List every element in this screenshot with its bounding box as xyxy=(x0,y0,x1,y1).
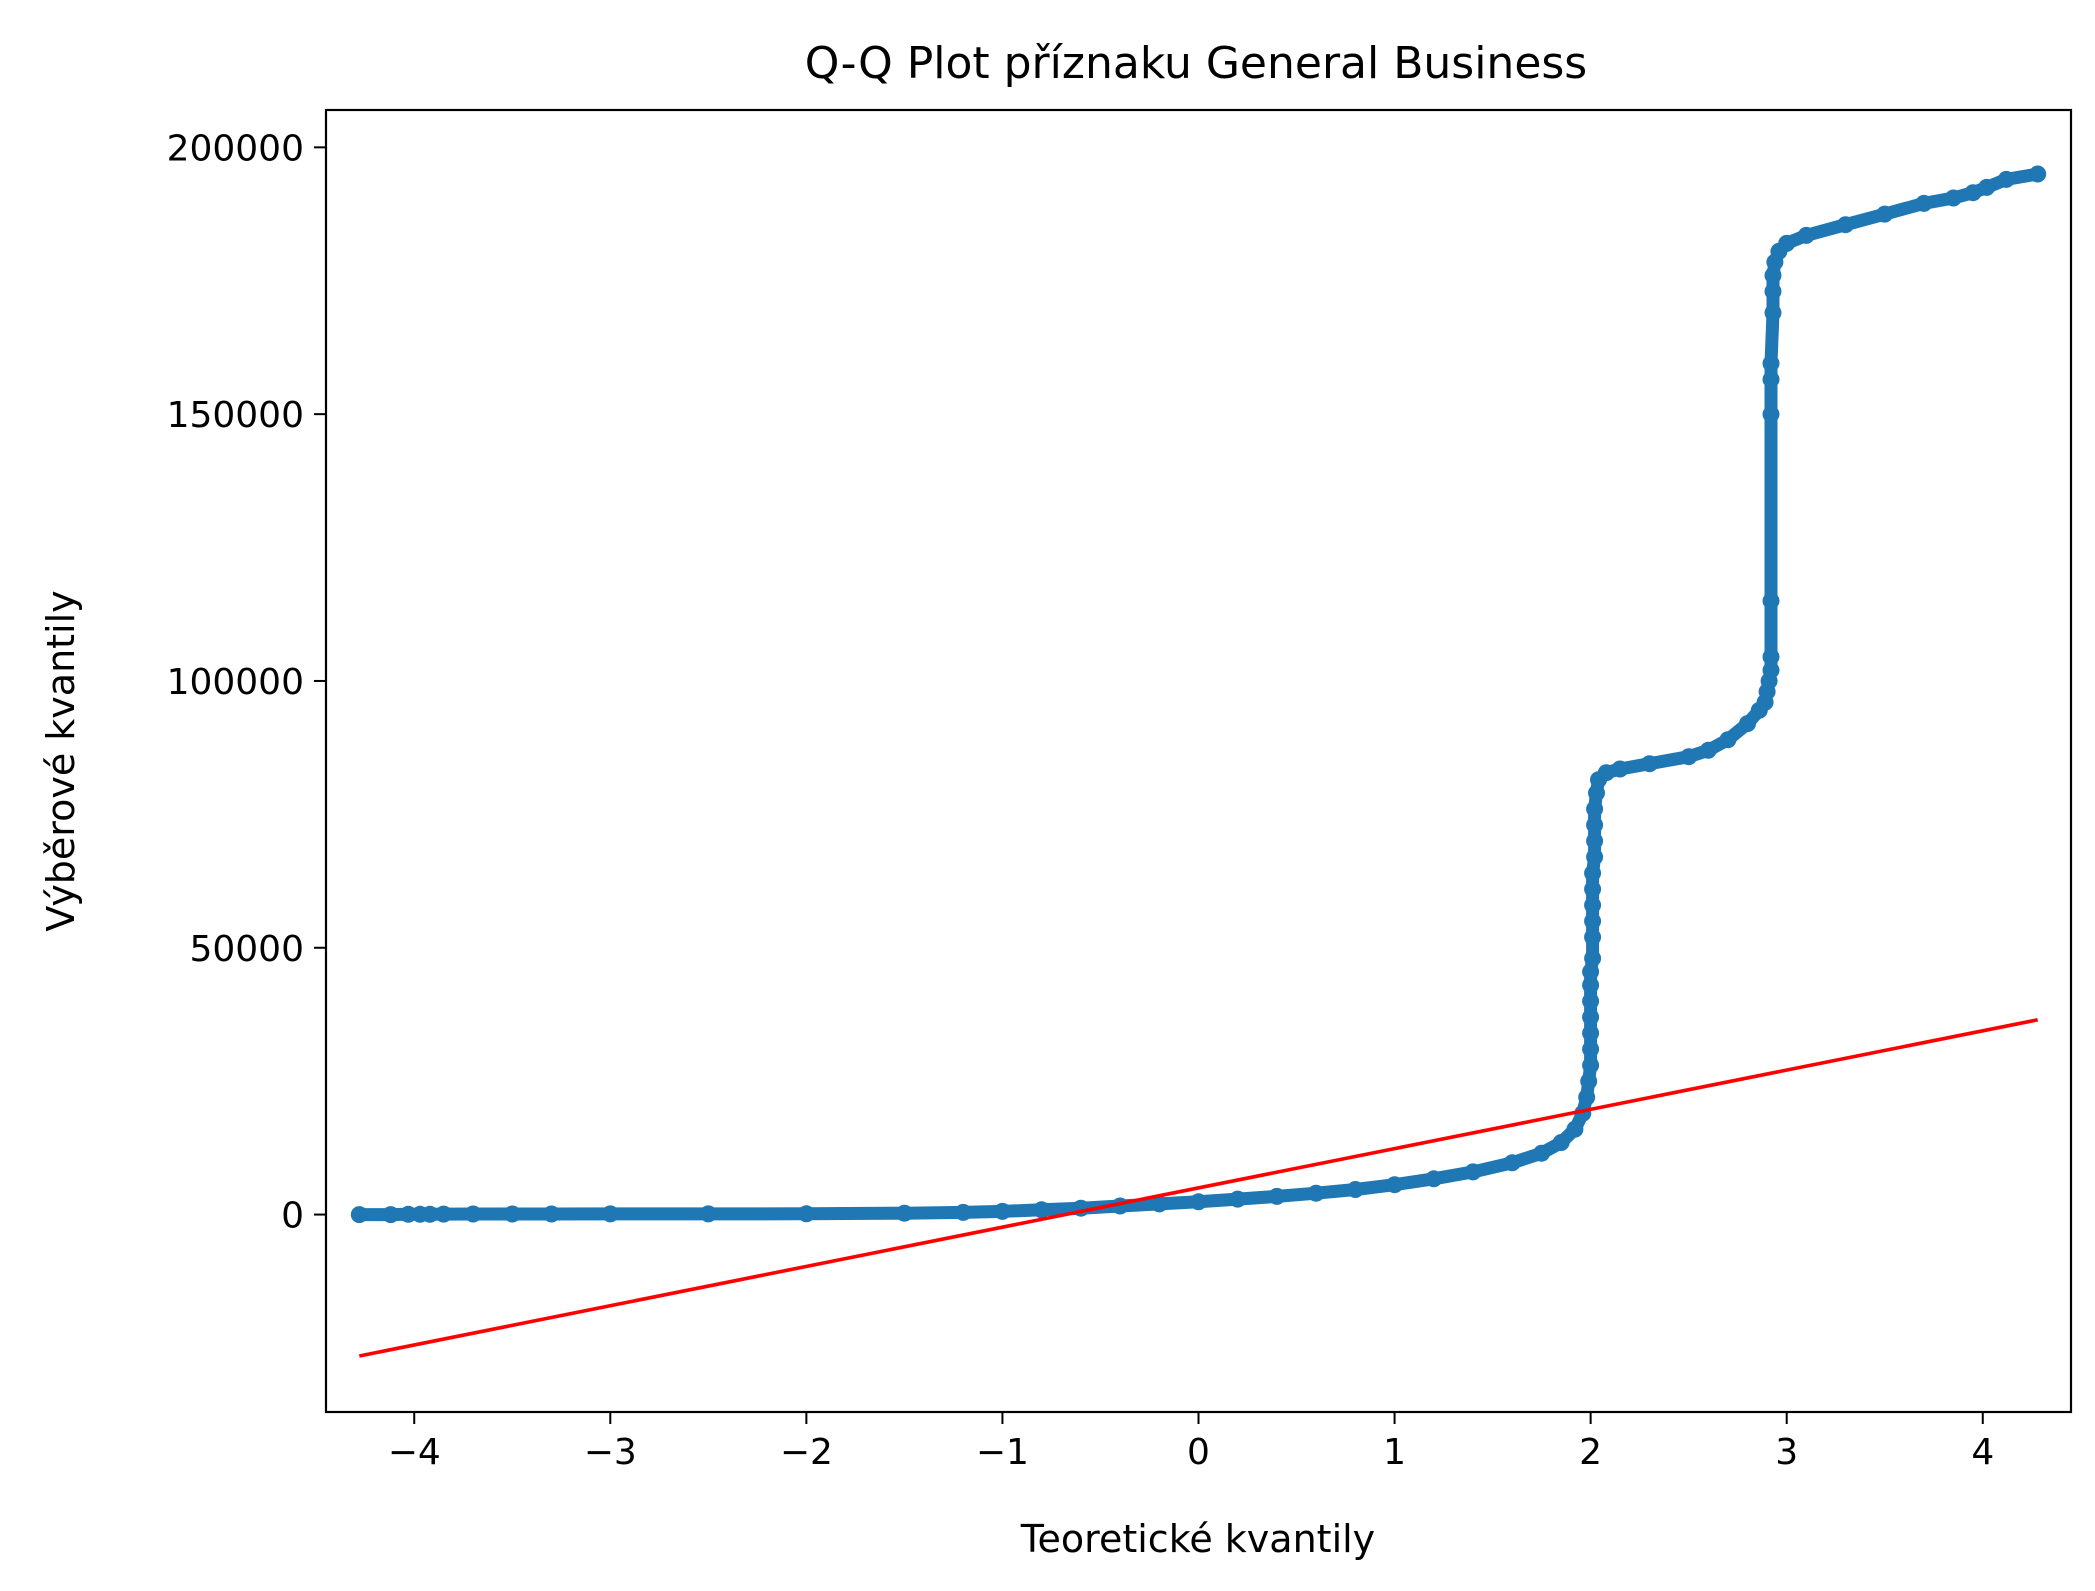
quantile-point xyxy=(399,1205,417,1223)
quantile-point xyxy=(1719,731,1737,749)
quantile-point xyxy=(1586,816,1604,834)
y-axis-label: Výběrové kvantily xyxy=(39,590,83,931)
quantile-point xyxy=(1150,1195,1168,1213)
quantile-point xyxy=(1578,1088,1596,1106)
x-tick-label: −2 xyxy=(780,1432,833,1473)
quantile-point xyxy=(895,1204,913,1222)
y-tick-label: 0 xyxy=(281,1196,304,1237)
y-tick-label: 200000 xyxy=(167,128,304,169)
y-axis: 0 50000 100000 150000 200000 xyxy=(167,128,326,1237)
quantile-point xyxy=(1762,648,1780,666)
plot-area xyxy=(350,165,2047,1358)
y-tick-label: 100000 xyxy=(167,662,304,703)
quantile-point xyxy=(1582,963,1600,981)
quantile-point xyxy=(1797,226,1815,244)
quantile-point xyxy=(1582,1024,1600,1042)
quantile-point xyxy=(1641,755,1658,773)
x-tick-label: −3 xyxy=(584,1432,637,1473)
x-axis: −4 −3 −2 −1 0 1 2 3 4 xyxy=(388,1412,1994,1473)
quantile-point xyxy=(1762,371,1780,388)
quantile-point xyxy=(1582,992,1600,1010)
quantile-point xyxy=(1762,592,1780,610)
quantile-point xyxy=(1582,1008,1600,1026)
quantile-point xyxy=(1386,1176,1404,1194)
quantile-point xyxy=(1566,1120,1584,1138)
quantile-point xyxy=(1586,832,1604,850)
quantile-point xyxy=(1680,748,1698,766)
x-tick-label: 1 xyxy=(1383,1432,1406,1473)
x-tick-label: −1 xyxy=(976,1432,1029,1473)
quantile-point xyxy=(1762,405,1780,423)
quantile-point xyxy=(1764,282,1782,300)
quantile-point xyxy=(1944,189,1962,207)
quantile-point xyxy=(1764,266,1782,284)
quantile-point xyxy=(1346,1181,1364,1198)
quantile-point xyxy=(1582,976,1600,994)
quantile-band xyxy=(352,167,2045,1222)
quantile-point xyxy=(1611,760,1629,778)
x-tick-label: 3 xyxy=(1775,1432,1798,1473)
quantile-point xyxy=(1584,949,1602,967)
quantile-point xyxy=(1778,234,1796,252)
quantile-point xyxy=(503,1205,521,1223)
quantile-point xyxy=(954,1203,972,1221)
quantile-point xyxy=(1699,741,1717,759)
quantile-point xyxy=(1764,304,1782,322)
quantile-point xyxy=(2029,165,2047,183)
quantile-point xyxy=(993,1202,1011,1220)
quantile-point xyxy=(1584,880,1602,898)
quantile-point xyxy=(1307,1184,1325,1202)
x-tick-label: 2 xyxy=(1579,1432,1602,1473)
quantile-point xyxy=(1597,764,1615,782)
quantile-point xyxy=(1190,1193,1207,1211)
x-tick-label: 4 xyxy=(1971,1432,1994,1473)
quantile-point xyxy=(1915,194,1933,212)
quantile-point xyxy=(1762,355,1780,372)
quantile-point xyxy=(1837,216,1854,234)
quantile-point xyxy=(1586,800,1604,818)
quantile-point xyxy=(601,1205,619,1223)
quantile-point xyxy=(1533,1144,1551,1162)
quantile-point xyxy=(350,1206,368,1224)
y-tick-label: 150000 xyxy=(167,395,304,436)
quantile-point xyxy=(1582,1040,1600,1058)
quantile-point xyxy=(1978,178,1996,196)
quantile-point xyxy=(1997,170,2015,188)
quantile-point xyxy=(1033,1201,1051,1219)
chart-title: Q-Q Plot příznaku General Business xyxy=(805,38,1587,89)
quantile-point xyxy=(1229,1190,1247,1208)
quantile-point xyxy=(421,1205,439,1223)
quantile-point xyxy=(1739,715,1756,733)
quantile-point xyxy=(543,1205,560,1223)
quantile-point xyxy=(699,1205,717,1223)
quantile-point xyxy=(797,1205,815,1223)
quantile-point xyxy=(464,1205,482,1223)
quantile-point xyxy=(1584,912,1602,930)
quantile-point xyxy=(1464,1163,1482,1181)
quantile-point xyxy=(1425,1170,1443,1188)
quantile-point xyxy=(1268,1187,1286,1205)
quantile-point xyxy=(1586,848,1604,866)
quantile-point xyxy=(1964,184,1982,202)
quantile-point xyxy=(1876,205,1894,223)
quantile-point xyxy=(435,1205,453,1223)
x-tick-label: −4 xyxy=(388,1432,441,1473)
quantile-point xyxy=(1584,864,1602,882)
quantile-point xyxy=(1584,928,1602,946)
quantile-point xyxy=(1584,896,1602,914)
x-axis-label: Teoretické kvantily xyxy=(1020,1517,1375,1561)
quantile-point xyxy=(1503,1154,1521,1172)
y-tick-label: 50000 xyxy=(189,929,304,970)
reference-line xyxy=(358,1018,2039,1358)
quantile-point xyxy=(1588,784,1605,802)
quantile-point xyxy=(1582,1056,1600,1074)
quantile-point xyxy=(382,1206,400,1224)
x-tick-label: 0 xyxy=(1187,1432,1210,1473)
quantile-point xyxy=(1552,1134,1570,1151)
quantile-point xyxy=(1580,1072,1598,1090)
quantile-point xyxy=(1762,661,1780,679)
